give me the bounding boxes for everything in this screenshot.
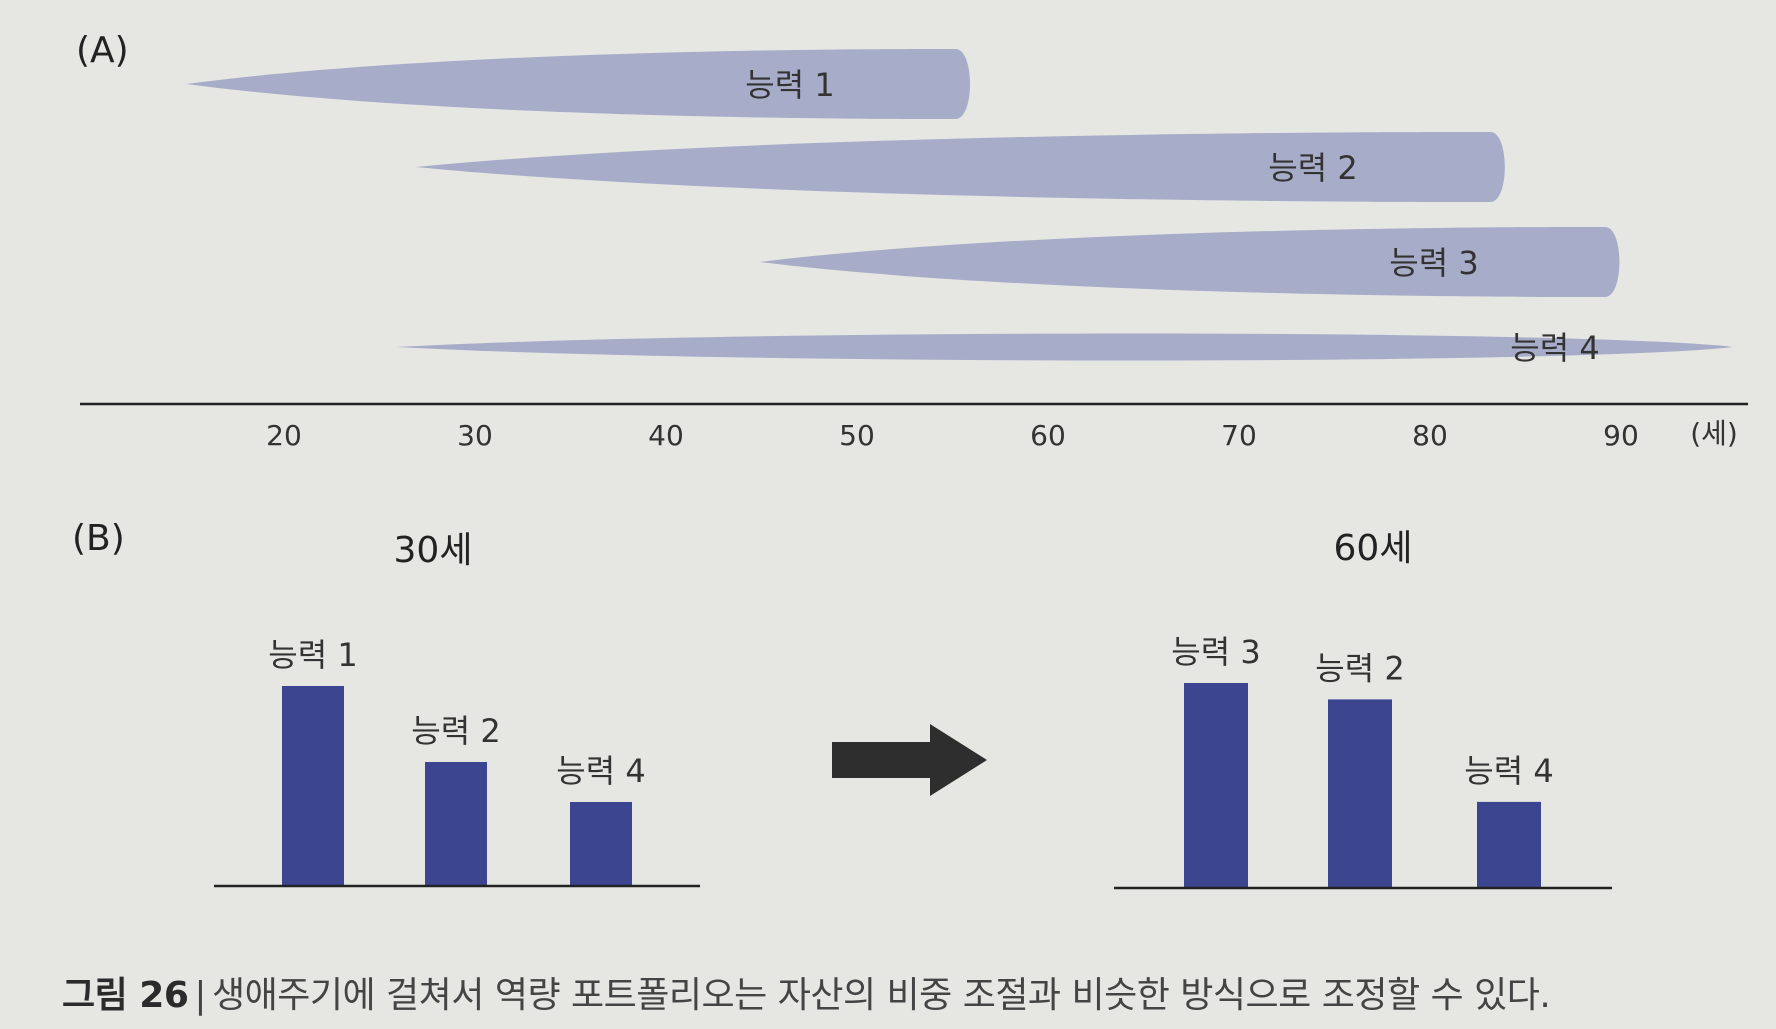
caption-text: 생애주기에 걸쳐서 역량 포트폴리오는 자산의 비중 조절과 비슷한 방식으로 … xyxy=(212,975,1551,1016)
capability-span-1 xyxy=(186,48,971,120)
capability-span-label-1: 능력 1 xyxy=(745,66,834,104)
bar-label-age-30-3: 능력 4 xyxy=(556,752,645,790)
capability-span-3 xyxy=(759,226,1620,298)
bar-age-60-1 xyxy=(1184,683,1248,888)
age-axis-unit: (세) xyxy=(1690,417,1738,450)
capability-span-label-2: 능력 2 xyxy=(1268,149,1357,187)
age-tick-label: 50 xyxy=(839,419,875,452)
age-tick-label: 60 xyxy=(1030,419,1066,452)
bar-age-30-2 xyxy=(425,762,487,886)
bar-age-30-3 xyxy=(570,802,632,886)
panel-b-label: (B) xyxy=(72,518,125,559)
bar-chart-title-age-60: 60세 xyxy=(1334,528,1413,569)
capability-span-label-4: 능력 4 xyxy=(1510,329,1599,367)
bar-label-age-60-3: 능력 4 xyxy=(1464,752,1553,790)
figure-caption: 그림 26 | 생애주기에 걸쳐서 역량 포트폴리오는 자산의 비중 조절과 비슷한… xyxy=(62,966,1742,1018)
age-tick-label: 90 xyxy=(1603,419,1639,452)
bar-label-age-30-2: 능력 2 xyxy=(411,712,500,750)
age-tick-label: 70 xyxy=(1221,419,1257,452)
arrow-right-icon xyxy=(832,724,987,796)
caption-number: 그림 26 xyxy=(62,975,189,1016)
bar-label-age-60-2: 능력 2 xyxy=(1315,649,1404,687)
panel-a-chart: 능력 1 능력 2 능력 3 능력 4 20 30 40 50 60 70 80 90 (세) xyxy=(80,48,1748,452)
panel-a-label: (A) xyxy=(76,30,129,71)
bar-age-30-1 xyxy=(282,686,344,886)
bar-age-60-2 xyxy=(1328,699,1392,888)
capability-span-4 xyxy=(396,333,1734,361)
age-tick-label: 30 xyxy=(457,419,493,452)
bar-label-age-60-1: 능력 3 xyxy=(1171,633,1260,671)
capability-span-2 xyxy=(415,131,1505,203)
bar-label-age-30-1: 능력 1 xyxy=(268,636,357,674)
age-tick-label: 20 xyxy=(266,419,302,452)
caption-separator: | xyxy=(194,975,207,1016)
age-tick-label: 40 xyxy=(648,419,684,452)
bar-chart-title-age-30: 30세 xyxy=(394,530,473,571)
bar-age-60-3 xyxy=(1477,801,1541,888)
capability-span-label-3: 능력 3 xyxy=(1389,244,1478,282)
age-tick-label: 80 xyxy=(1412,419,1448,452)
